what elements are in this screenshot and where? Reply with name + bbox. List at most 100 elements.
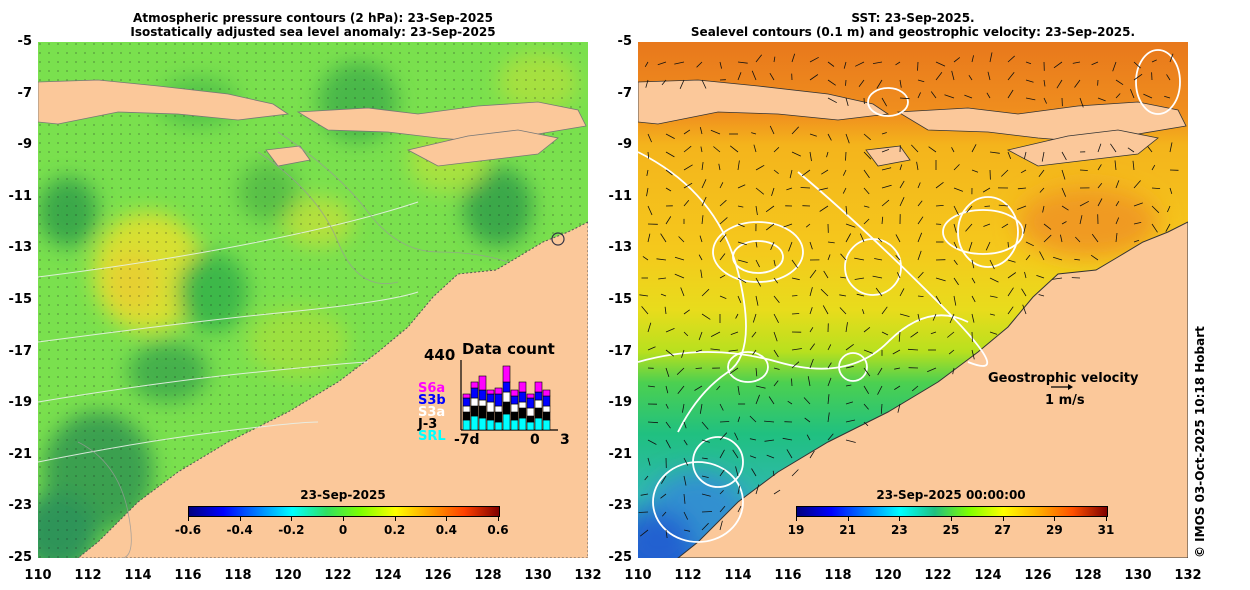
velocity-vector — [644, 61, 649, 68]
velocity-vector — [773, 259, 776, 267]
velocity-vector — [948, 349, 955, 355]
velocity-vector — [735, 313, 739, 319]
sst-colorbar-tick-mark — [1106, 516, 1107, 521]
velocity-vector — [1074, 258, 1081, 261]
velocity-vector — [899, 79, 902, 88]
velocity-vector — [998, 204, 1009, 207]
velocity-vector — [755, 259, 760, 268]
velocity-vector — [647, 151, 650, 159]
velocity-vector — [701, 421, 709, 430]
velocity-vector — [818, 187, 829, 191]
velocity-vector — [897, 403, 901, 413]
left-ytick: -21 — [8, 446, 33, 462]
velocity-vector — [1007, 259, 1016, 263]
velocity-vector — [881, 97, 888, 107]
left-xtick: 122 — [324, 568, 352, 583]
velocity-vector — [680, 287, 685, 297]
velocity-vector — [719, 505, 726, 513]
histogram-segment — [502, 365, 511, 383]
velocity-vector — [1133, 61, 1141, 69]
velocity-vector — [840, 276, 847, 279]
histogram-segment — [534, 391, 543, 401]
velocity-vector — [863, 151, 872, 160]
velocity-vector — [917, 250, 922, 261]
velocity-vector — [930, 331, 937, 335]
histogram-segment — [486, 389, 495, 395]
velocity-vector — [665, 187, 672, 192]
velocity-vector — [987, 71, 991, 81]
mission-srl: SRL — [418, 429, 446, 444]
velocity-vector — [965, 223, 973, 232]
velocity-vector — [822, 305, 829, 315]
histogram-segment — [510, 389, 519, 397]
velocity-vector — [827, 412, 830, 423]
velocity-vector — [1061, 187, 1067, 197]
velocity-vector — [791, 378, 793, 387]
velocity-vector — [953, 57, 961, 63]
velocity-vector — [773, 313, 779, 323]
sla-colorbar-title: 23-Sep-2025 — [300, 488, 386, 502]
velocity-vector — [843, 61, 847, 69]
velocity-vector — [989, 331, 998, 335]
velocity-vector — [737, 241, 747, 246]
velocity-vector — [737, 485, 741, 495]
velocity-vector — [827, 394, 830, 405]
velocity-vector — [1043, 79, 1046, 87]
right-ytick: -7 — [617, 85, 632, 101]
velocity-vector — [881, 216, 884, 225]
velocity-vector — [1007, 151, 1012, 160]
histogram-segment — [486, 393, 495, 403]
velocity-vector — [932, 313, 937, 321]
velocity-vector — [683, 331, 689, 337]
velocity-vector — [661, 511, 667, 517]
histogram-segment — [486, 411, 495, 421]
velocity-vector — [842, 169, 847, 176]
velocity-vector — [752, 349, 757, 356]
velocity-vector — [1061, 205, 1069, 211]
velocity-vector — [755, 187, 765, 195]
velocity-vector — [771, 187, 775, 197]
velocity-vector — [1001, 223, 1009, 229]
velocity-vector — [827, 97, 837, 104]
mission-s3a: S3a — [418, 405, 446, 420]
velocity-vector — [1016, 205, 1027, 210]
velocity-vector — [665, 529, 668, 539]
right-ytick: -15 — [608, 292, 633, 307]
timor-island-sst — [1006, 129, 1159, 167]
velocity-vector — [845, 365, 854, 369]
velocity-vector — [1025, 254, 1031, 261]
velocity-vector — [839, 294, 847, 297]
velocity-vector — [791, 151, 801, 157]
geostrophic-velocity-vectors — [638, 52, 1179, 539]
velocity-vector — [800, 187, 811, 189]
velocity-vector — [682, 403, 685, 413]
left-xtick: 114 — [124, 568, 152, 583]
java-island — [38, 79, 290, 125]
velocity-vector — [665, 169, 673, 176]
velocity-vector — [769, 72, 775, 81]
histogram-segment — [478, 375, 487, 391]
left-xtick: 124 — [374, 568, 402, 583]
velocity-vector — [874, 258, 883, 261]
velocity-vector — [791, 469, 799, 477]
velocity-vector — [845, 79, 847, 86]
velocity-vector — [773, 380, 779, 387]
left-panel-title: Atmospheric pressure contours (2 hPa): 2… — [38, 11, 588, 39]
velocity-vector — [660, 293, 667, 297]
velocity-vector — [638, 511, 649, 513]
histogram-segment — [542, 419, 551, 431]
right-ytick: -19 — [608, 395, 633, 411]
left-ytick: -7 — [17, 85, 32, 101]
velocity-vector — [773, 56, 776, 63]
left-ytick: -13 — [8, 240, 33, 256]
velocity-vector — [809, 287, 813, 297]
velocity-vector — [694, 385, 703, 391]
velocity-vector — [1042, 205, 1045, 213]
velocity-vector — [917, 232, 923, 243]
velocity-vector — [881, 331, 889, 336]
histogram-segment — [542, 389, 551, 397]
velocity-vector — [1052, 277, 1063, 280]
velocity-vector — [855, 61, 865, 67]
velocity-vector — [773, 367, 780, 370]
velocity-vector — [751, 70, 757, 81]
